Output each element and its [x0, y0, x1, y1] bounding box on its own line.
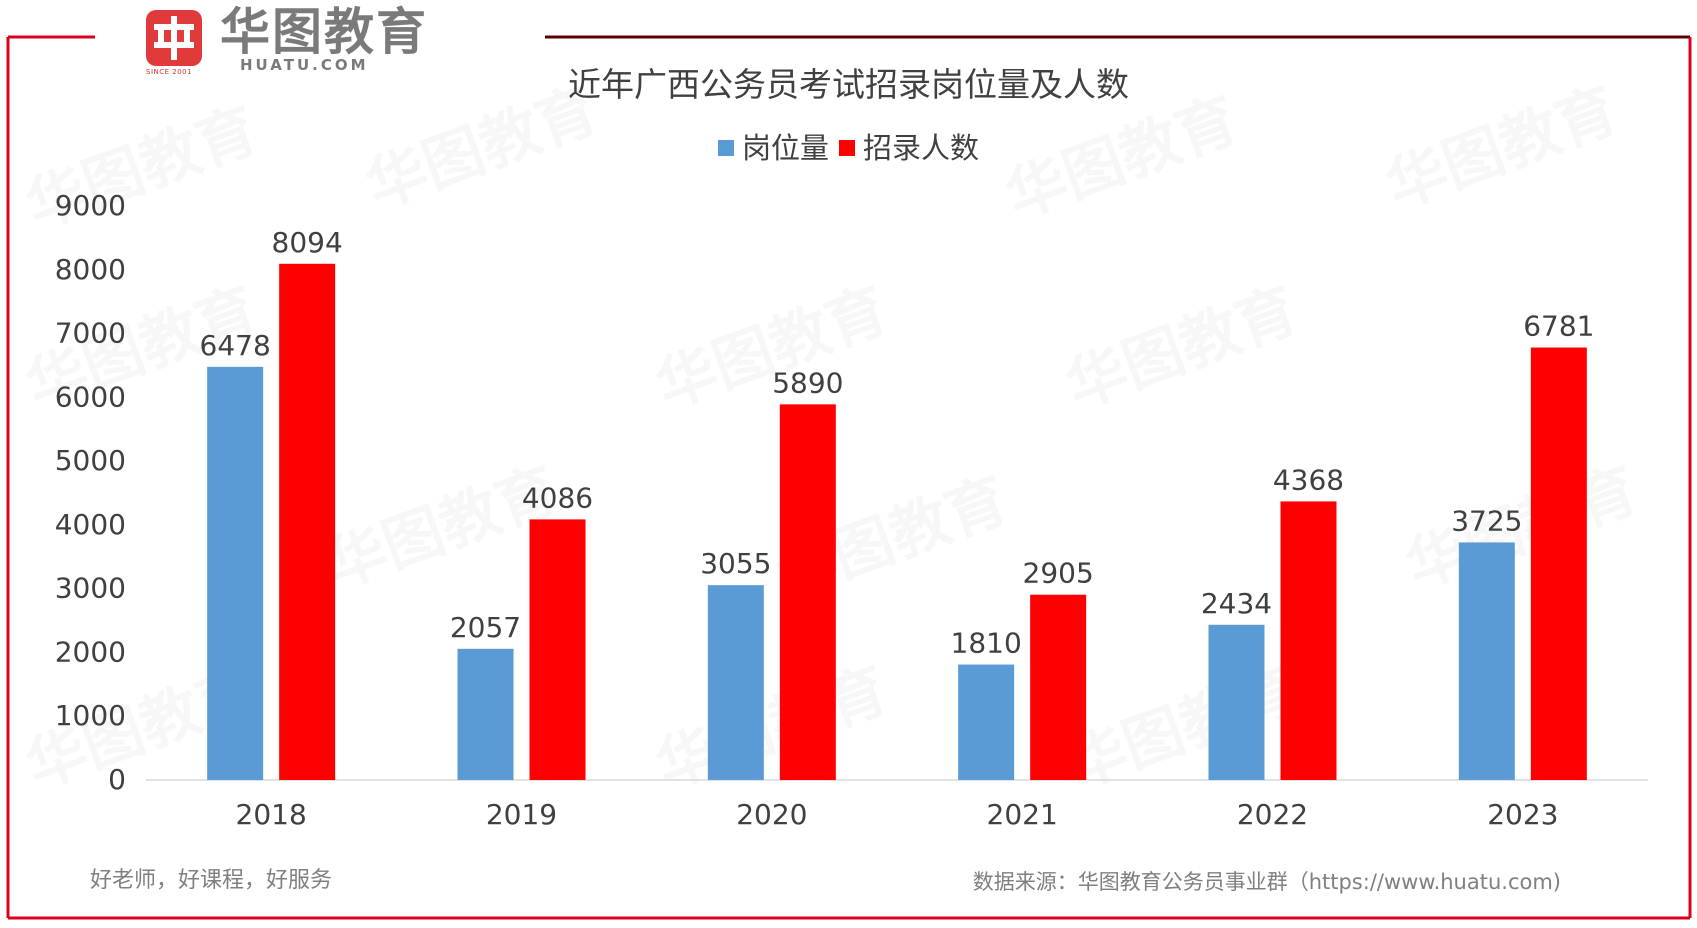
x-tick-label: 2018	[236, 798, 307, 831]
y-tick-label: 0	[108, 763, 126, 796]
data-label: 6478	[200, 329, 271, 362]
bar-recruits	[279, 263, 336, 780]
huatu-logo-icon	[146, 10, 202, 66]
bar-recruits	[1280, 501, 1337, 780]
y-tick-label: 3000	[55, 572, 126, 605]
chart-legend: 岗位量 招录人数	[0, 128, 1697, 168]
legend-swatch-positions	[717, 140, 734, 156]
bar-positions	[1208, 624, 1265, 780]
bar-positions	[958, 664, 1015, 780]
y-tick-label: 2000	[55, 635, 126, 668]
legend-label-positions: 岗位量	[741, 131, 829, 165]
data-label: 4368	[1273, 463, 1344, 496]
bar-recruits	[529, 519, 586, 780]
y-tick-label: 8000	[55, 253, 126, 286]
data-label: 8094	[272, 226, 343, 259]
y-tick-label: 1000	[55, 699, 126, 732]
legend-item-positions: 岗位量	[717, 128, 829, 168]
x-tick-label: 2019	[486, 798, 557, 831]
data-label: 3725	[1451, 504, 1522, 537]
chart-title: 近年广西公务员考试招录岗位量及人数	[568, 65, 1129, 104]
bar-recruits	[1030, 594, 1087, 780]
data-label: 1810	[951, 627, 1022, 660]
data-label: 3055	[700, 547, 771, 580]
logo-name: 华图教育	[220, 3, 428, 61]
data-label: 4086	[522, 481, 593, 514]
legend-swatch-recruits	[839, 140, 855, 156]
footer-slogan: 好老师，好课程，好服务	[90, 868, 333, 893]
logo-domain: HUATU.COM	[240, 56, 369, 74]
data-label: 5890	[772, 366, 843, 399]
legend-item-recruits: 招录人数	[839, 128, 979, 168]
bar-recruits	[779, 404, 836, 780]
y-tick-label: 9000	[55, 189, 126, 222]
data-label: 2905	[1023, 557, 1094, 590]
bar-positions	[707, 585, 764, 780]
x-tick-label: 2022	[1237, 798, 1308, 831]
legend-label-recruits: 招录人数	[863, 131, 980, 165]
bar-positions	[1458, 542, 1515, 780]
data-label: 2434	[1201, 587, 1272, 620]
data-label: 6781	[1523, 310, 1594, 343]
y-tick-label: 7000	[55, 317, 126, 350]
bar-recruits	[1530, 347, 1587, 780]
footer-source: 数据来源：华图教育公务员事业群（https://www.huatu.com)	[972, 870, 1561, 894]
y-tick-label: 6000	[55, 380, 126, 413]
x-tick-label: 2023	[1487, 798, 1558, 831]
y-tick-label: 4000	[55, 508, 126, 541]
data-label: 2057	[450, 611, 521, 644]
bar-positions	[207, 366, 264, 780]
logo-since: SINCE 2001	[146, 68, 193, 76]
y-tick-label: 5000	[55, 444, 126, 477]
x-tick-label: 2020	[736, 798, 807, 831]
bar-positions	[457, 648, 514, 780]
x-tick-label: 2021	[987, 798, 1058, 831]
